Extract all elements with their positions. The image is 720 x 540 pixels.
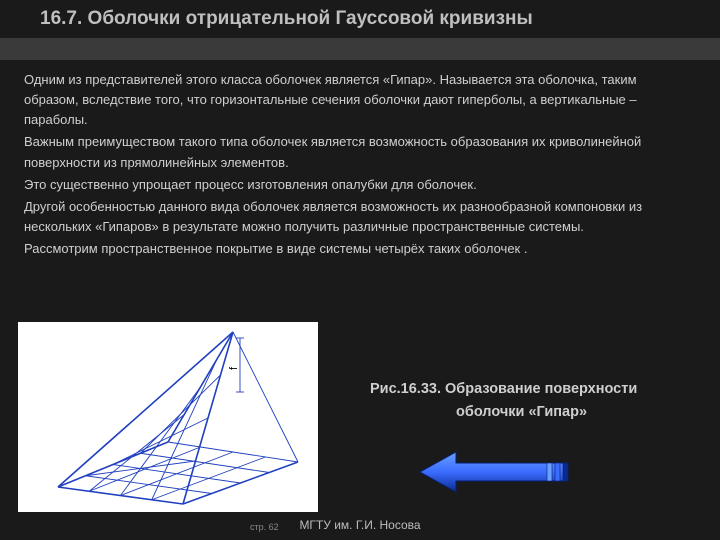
figure-caption: Рис.16.33. Образование поверхности оболо…	[370, 378, 700, 424]
hypar-svg: f	[18, 322, 318, 512]
caption-line: Рис.16.33. Образование поверхности	[370, 378, 700, 401]
svg-text:f: f	[228, 366, 240, 370]
paragraph: Одним из представителей этого класса обо…	[24, 70, 694, 130]
header-band	[0, 38, 720, 60]
back-arrow-icon[interactable]	[420, 450, 570, 494]
caption-line: оболочки «Гипар»	[370, 401, 700, 424]
hypar-diagram: f	[18, 322, 318, 512]
lower-region: f Рис.16.33. Образование поверхности обо…	[0, 322, 720, 522]
slide: 16.7. Оболочки отрицательной Гауссовой к…	[0, 0, 720, 540]
paragraph: Другой особенностью данного вида оболоче…	[24, 197, 694, 237]
slide-title: 16.7. Оболочки отрицательной Гауссовой к…	[22, 6, 698, 34]
footer-text: МГТУ им. Г.И. Носова	[0, 518, 720, 532]
paragraph: Это существенно упрощает процесс изготов…	[24, 175, 694, 195]
body-text: Одним из представителей этого класса обо…	[22, 70, 698, 259]
paragraph: Рассмотрим пространственное покрытие в в…	[24, 239, 694, 259]
paragraph: Важным преимуществом такого типа оболоче…	[24, 132, 694, 172]
